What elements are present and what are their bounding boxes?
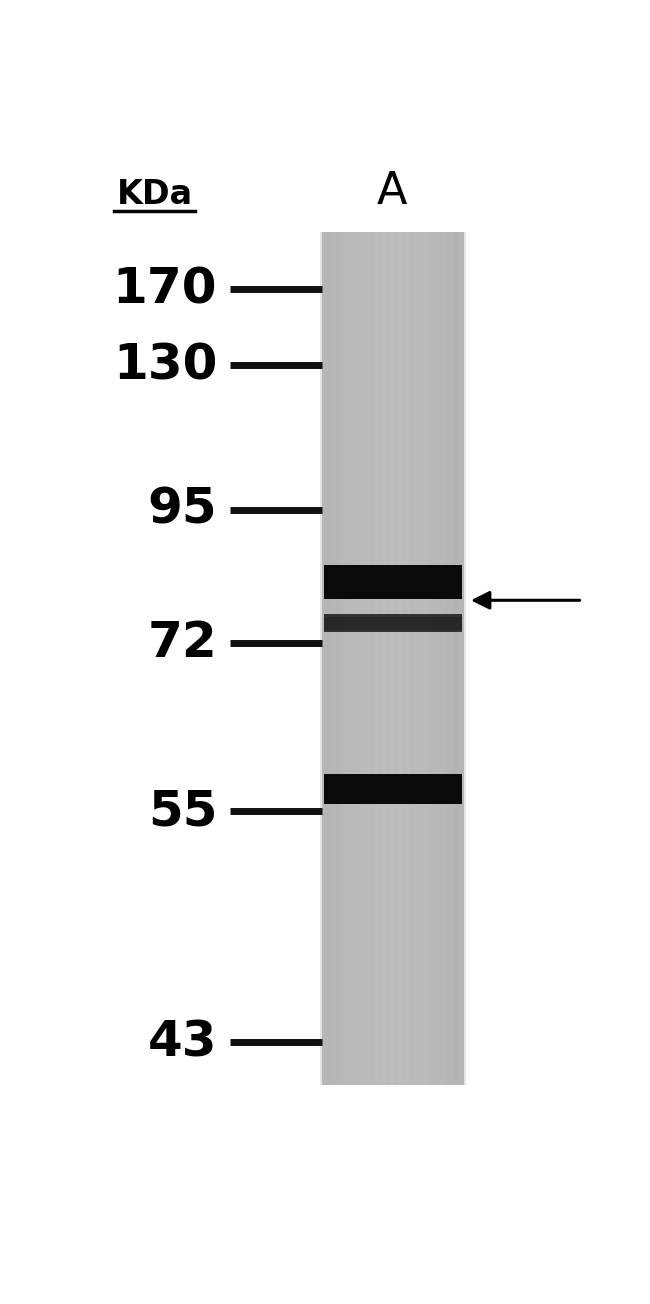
Bar	[324, 775, 462, 805]
Bar	[322, 232, 464, 1085]
Text: 95: 95	[148, 486, 217, 533]
Text: 43: 43	[148, 1018, 217, 1067]
Bar	[324, 614, 462, 632]
Bar	[324, 776, 462, 802]
Bar	[324, 572, 462, 592]
Bar	[324, 780, 462, 798]
Bar	[324, 565, 462, 600]
Bar	[324, 617, 462, 630]
Text: 130: 130	[113, 342, 217, 390]
Text: 72: 72	[148, 619, 217, 668]
Bar	[324, 567, 462, 597]
Text: A: A	[377, 170, 408, 213]
Text: 170: 170	[112, 265, 217, 313]
Text: KDa: KDa	[116, 179, 192, 211]
Text: 55: 55	[148, 788, 217, 835]
